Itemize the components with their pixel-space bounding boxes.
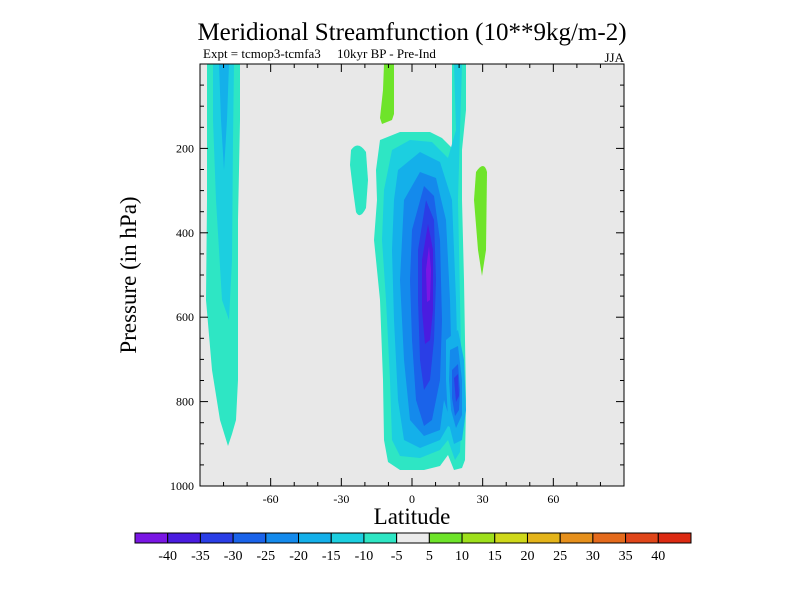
contour-neg15-south xyxy=(213,64,234,320)
colorbar-swatch xyxy=(494,532,528,544)
colorbar-swatch xyxy=(298,532,332,544)
chart-subtitle: Expt = tcmop3-tcmfa3 10kyr BP - Pre-Ind xyxy=(203,46,436,61)
chart-title: Meridional Streamfunction (10**9kg/m-2) xyxy=(197,19,626,46)
x-tick-label: 60 xyxy=(547,492,559,506)
colorbar-label: 5 xyxy=(426,549,433,564)
colorbar-swatch xyxy=(363,532,398,544)
colorbar-swatch xyxy=(592,532,627,544)
y-tick-label: 200 xyxy=(176,141,194,155)
colorbar-label: 40 xyxy=(651,549,665,564)
colorbar-label: -40 xyxy=(158,549,177,564)
x-tick-label: -30 xyxy=(333,492,349,506)
colorbar-label: 30 xyxy=(586,549,600,564)
colorbar-swatch xyxy=(199,532,234,544)
colorbar-label: 10 xyxy=(455,549,469,564)
colorbar-label: -25 xyxy=(256,549,275,564)
contour-pos5-upper xyxy=(380,64,394,124)
colorbar-label: -30 xyxy=(224,549,243,564)
colorbar-label: 20 xyxy=(520,549,534,564)
colorbar-swatch xyxy=(559,532,594,544)
colorbar-label: -10 xyxy=(355,549,374,564)
colorbar-swatch xyxy=(625,532,659,544)
contour-neg35-secondary xyxy=(454,374,459,402)
colorbar-swatch xyxy=(396,532,430,544)
colorbar-swatch xyxy=(428,532,463,544)
season-label: JJA xyxy=(604,50,624,65)
colorbar-label: 35 xyxy=(619,549,633,564)
contour-min-tropical xyxy=(426,246,431,302)
colorbar-label: -20 xyxy=(289,549,308,564)
contour-neg10-blob xyxy=(350,145,368,216)
colorbar-swatch xyxy=(657,532,692,544)
x-tick-label: 0 xyxy=(409,492,415,506)
x-axis-label: Latitude xyxy=(374,504,451,529)
y-axis-label: Pressure (in hPa) xyxy=(116,196,141,353)
colorbar-label: 25 xyxy=(553,549,567,564)
y-tick-label: 400 xyxy=(176,226,194,240)
colorbar-swatch xyxy=(167,532,201,544)
colorbar-swatch xyxy=(526,532,561,544)
colorbar-label: -5 xyxy=(391,549,403,564)
colorbar-label: 15 xyxy=(488,549,502,564)
y-tick-label: 800 xyxy=(176,395,194,409)
colorbar-swatch xyxy=(265,532,300,544)
contour-fills xyxy=(206,64,487,470)
colorbar-label: -15 xyxy=(322,549,341,564)
axes: 200 400 600 800 1000 -60 -30 0 30 60 xyxy=(170,64,624,506)
contour-neg20-south xyxy=(219,64,229,170)
colorbar: -40 -35 -30 -25 -20 -15 -10 -5 5 10 15 20 25 30 35 40 xyxy=(134,532,692,564)
x-tick-label: -60 xyxy=(263,492,279,506)
colorbar-swatch xyxy=(134,532,169,544)
colorbar-swatch xyxy=(232,532,267,544)
colorbar-swatch xyxy=(330,532,365,544)
x-tick-label: 30 xyxy=(477,492,489,506)
contour-pos5-right xyxy=(474,166,487,276)
y-tick-label: 600 xyxy=(176,310,194,324)
y-tick-label: 1000 xyxy=(170,479,194,493)
colorbar-swatch xyxy=(461,532,496,544)
colorbar-label: -35 xyxy=(191,549,210,564)
